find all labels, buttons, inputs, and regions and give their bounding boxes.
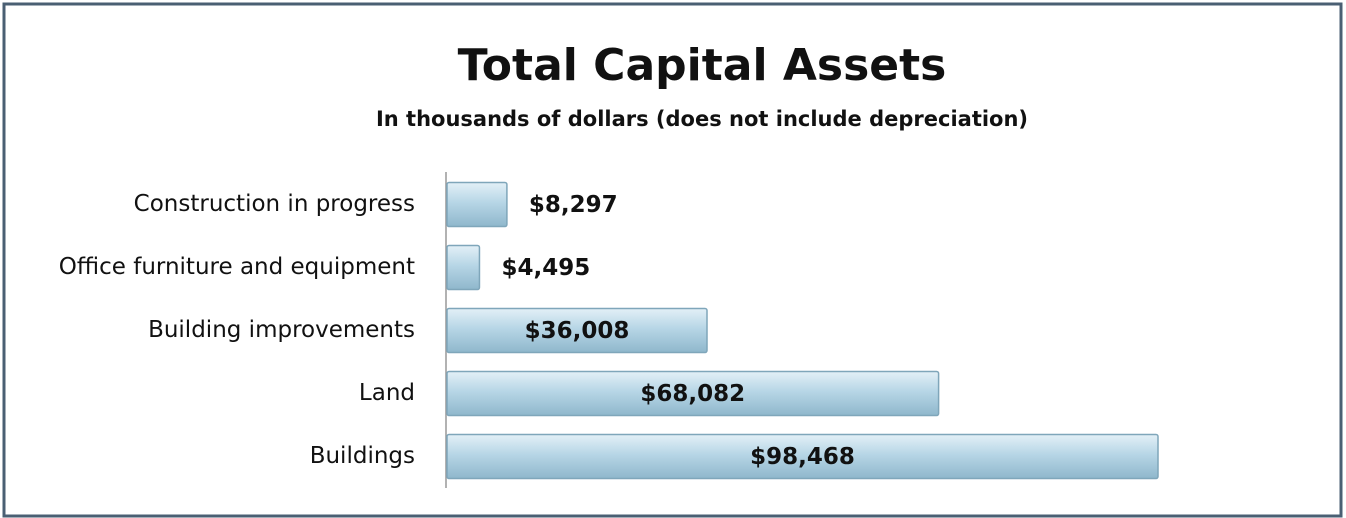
bar — [446, 370, 940, 417]
category-label: Buildings — [310, 443, 415, 469]
value-label: $68,082 — [640, 381, 745, 407]
category-label: Building improvements — [148, 317, 415, 343]
chart-title: Total Capital Assets — [458, 40, 947, 91]
value-label: $4,495 — [501, 255, 590, 281]
category-label: Construction in progress — [134, 191, 415, 217]
value-label: $8,297 — [529, 192, 618, 218]
chart-subtitle: In thousands of dollars (does not includ… — [376, 107, 1028, 131]
bar — [446, 244, 481, 291]
bar — [446, 181, 508, 228]
bar — [446, 433, 1159, 480]
category-label: Land — [359, 380, 415, 406]
value-label: $98,468 — [750, 444, 855, 470]
value-label: $36,008 — [525, 318, 630, 344]
category-label: Office furniture and equipment — [59, 254, 415, 280]
bar — [446, 307, 708, 354]
